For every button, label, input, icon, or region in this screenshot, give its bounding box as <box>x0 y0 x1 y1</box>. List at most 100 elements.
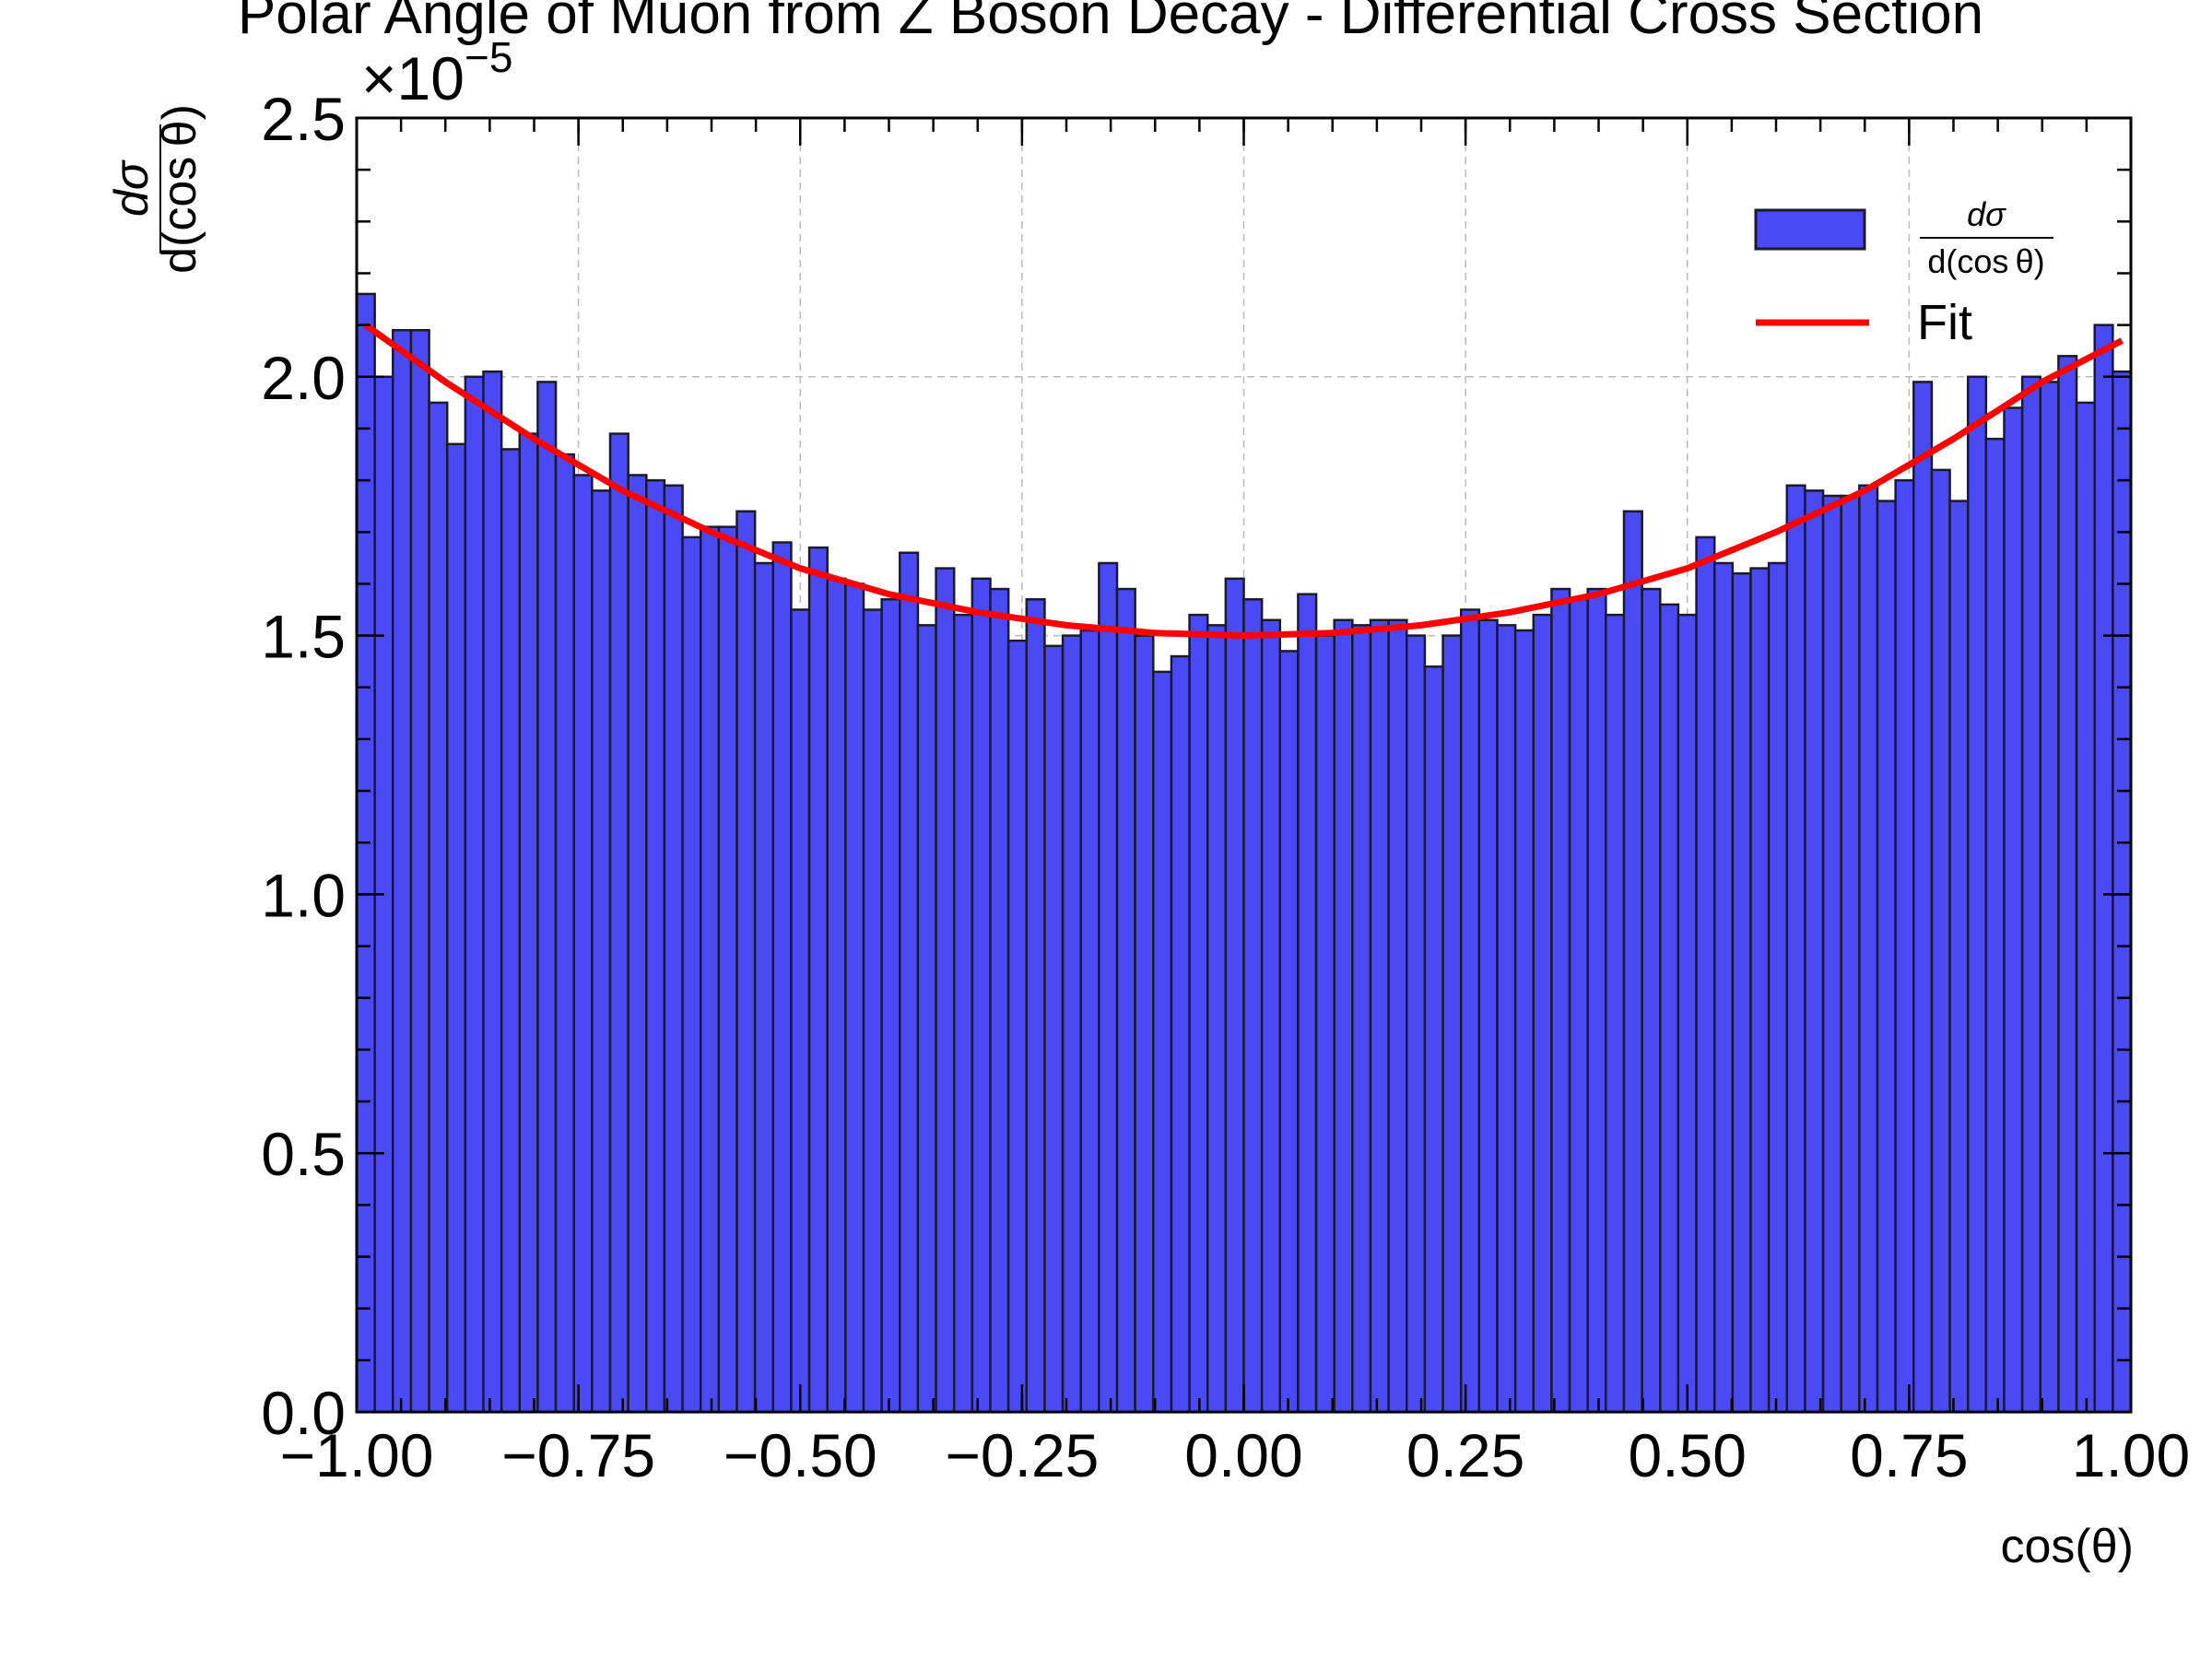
histogram-bar <box>1731 571 1752 1414</box>
chart-title: Polar Angle of Muon from Z Boson Decay -… <box>238 0 1983 46</box>
histogram-bar <box>862 608 883 1414</box>
histogram-bar <box>1260 618 1282 1414</box>
histogram-bar <box>1785 484 1806 1414</box>
histogram-bar <box>464 375 485 1414</box>
histogram-bar <box>1840 494 1861 1414</box>
histogram-bar <box>1242 598 1264 1414</box>
axis-ticks <box>355 116 2133 1414</box>
x-tick-label: −0.50 <box>724 1421 877 1489</box>
histogram-bar <box>753 561 775 1414</box>
histogram-bar <box>735 510 757 1414</box>
histogram-bar <box>1894 478 1915 1414</box>
histogram-bar <box>1170 654 1191 1414</box>
histogram-bar <box>1695 535 1716 1414</box>
legend: dσ d(cos θ) Fit <box>1754 195 2053 350</box>
histogram-bar <box>844 582 865 1414</box>
fit-curve-group <box>363 322 2124 640</box>
y-tick-label: 1.5 <box>261 603 346 671</box>
histogram-bar <box>1930 468 1951 1414</box>
y-tick-label: 0.5 <box>261 1120 346 1188</box>
histogram-bar <box>699 525 721 1414</box>
histogram-bar <box>1459 608 1481 1414</box>
histogram-bar <box>428 401 449 1414</box>
y-tick-label: 0.0 <box>261 1379 346 1447</box>
histogram-bar <box>1513 629 1535 1414</box>
histogram-bar <box>591 489 612 1414</box>
histogram-bar <box>1061 634 1082 1414</box>
y-tick-label: 1.0 <box>261 861 346 929</box>
histogram-bar <box>1098 561 1119 1414</box>
histogram-bar <box>663 484 684 1414</box>
histogram-bar <box>1477 618 1499 1414</box>
y-axis-label-numerator: dσ <box>105 159 159 217</box>
histogram-bar <box>445 442 467 1414</box>
histogram-bar <box>1586 587 1607 1414</box>
histogram-bar <box>1550 587 1571 1414</box>
histogram-bar <box>1351 624 1372 1414</box>
histogram-bar <box>1025 598 1046 1414</box>
histogram-bar <box>2020 375 2042 1414</box>
y-tick-label: 2.5 <box>261 85 346 153</box>
histogram-bar <box>1712 561 1735 1414</box>
histogram-bar <box>771 541 793 1414</box>
histogram-bar <box>899 551 920 1414</box>
histogram-bar <box>2039 381 2060 1414</box>
histogram-bar <box>1876 500 1897 1414</box>
x-tick-label: 0.25 <box>1406 1421 1524 1489</box>
histogram-bar <box>1134 634 1155 1414</box>
y-tick-labels: 0.0 0.5 1.0 1.5 2.0 2.5 <box>261 85 346 1447</box>
histogram-bar <box>482 370 503 1414</box>
histogram-bar <box>1568 598 1589 1414</box>
y-tick-label: 2.0 <box>261 344 346 412</box>
histogram-bar <box>2093 324 2114 1414</box>
y-axis-label-denominator: d(cos θ) <box>153 104 206 274</box>
histogram-bar <box>952 613 974 1414</box>
histogram-bar <box>1821 494 1842 1414</box>
histogram-bar <box>572 474 594 1414</box>
x-tick-label: 0.00 <box>1184 1421 1302 1489</box>
histogram-bar <box>1677 613 1698 1414</box>
histogram-bar <box>608 432 629 1414</box>
histogram-bar <box>790 608 811 1414</box>
histogram-bar <box>1369 618 1390 1414</box>
histogram-bar <box>1858 484 1879 1414</box>
x-tick-label: 1.00 <box>2072 1421 2190 1489</box>
histogram-bar <box>1622 510 1643 1414</box>
fit-curve <box>363 322 2124 640</box>
histogram-bar <box>355 292 376 1414</box>
histogram-bar <box>935 567 956 1414</box>
y-axis-label: dσ d(cos θ) <box>105 104 206 274</box>
x-tick-label: 0.75 <box>1850 1421 1968 1489</box>
histogram-bar <box>1767 561 1789 1414</box>
histogram-bar <box>1006 639 1029 1414</box>
histogram-bar <box>1043 644 1065 1414</box>
histogram-bar <box>409 329 430 1414</box>
histogram-bar <box>1297 593 1318 1414</box>
x-tick-label: −0.75 <box>501 1421 655 1489</box>
histogram-bar <box>1912 381 1934 1414</box>
histogram-bar <box>826 577 847 1414</box>
histogram-bar <box>1387 618 1408 1414</box>
x-tick-labels: −1.00 −0.75 −0.50 −0.25 0.00 0.25 0.50 0.75 1.00 <box>280 1421 2191 1489</box>
histogram-bar <box>1749 567 1771 1414</box>
y-multiplier: ×10−5 <box>361 33 512 112</box>
x-tick-label: 0.50 <box>1629 1421 1747 1489</box>
histogram-bar <box>1224 577 1245 1414</box>
histogram-bar <box>971 577 992 1414</box>
histogram-bar <box>1079 629 1100 1414</box>
histogram-bar <box>807 546 829 1414</box>
x-axis-label: cos(θ) <box>2001 1520 2134 1573</box>
histogram-bar <box>880 598 901 1414</box>
y-multiplier-exponent: −5 <box>465 33 512 81</box>
histogram-bar <box>1804 489 1825 1414</box>
histogram-bar <box>2057 355 2078 1414</box>
x-tick-label: −0.25 <box>945 1421 1099 1489</box>
histogram-bar <box>1188 613 1209 1414</box>
legend-label-fit: Fit <box>1917 295 1972 350</box>
legend-label-histogram-numerator: dσ <box>1967 195 2006 233</box>
histogram-bar <box>2075 401 2096 1414</box>
histogram-bar <box>1206 624 1228 1414</box>
histogram-bar <box>1966 375 1988 1414</box>
histogram-bar <box>392 329 413 1414</box>
